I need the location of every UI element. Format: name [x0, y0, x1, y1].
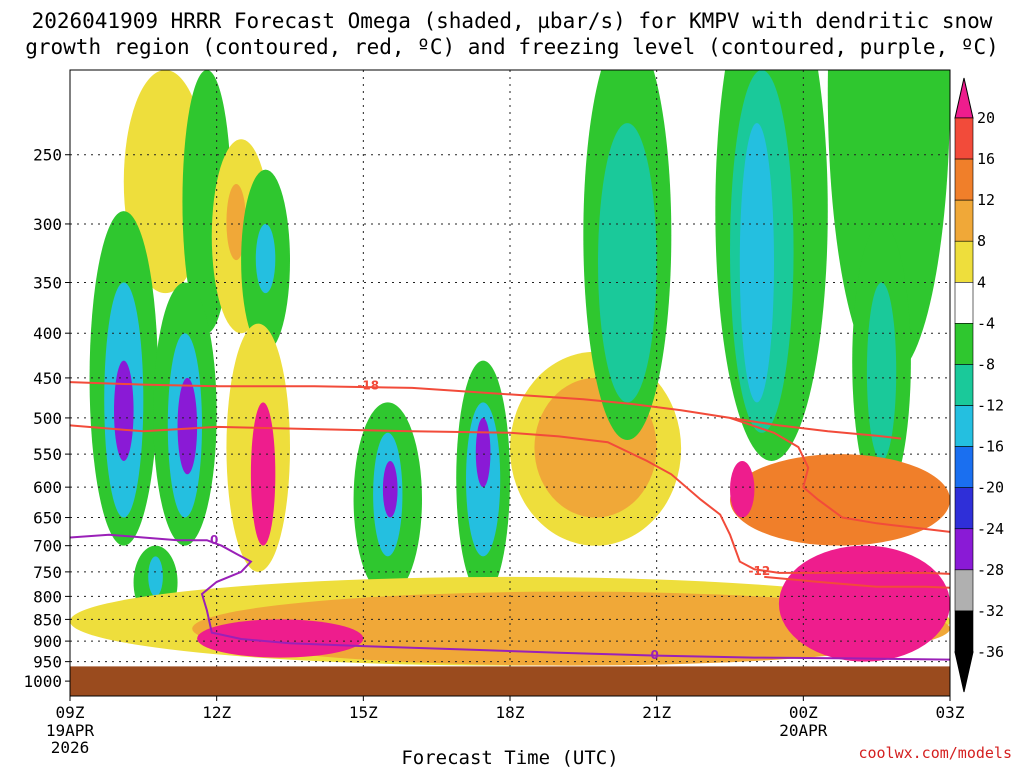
- colorbar-band-11: [954, 569, 974, 612]
- x-tick-sub1-0: 19APR: [46, 721, 95, 740]
- omega-region-37: [730, 460, 755, 518]
- colorbar-band-0: [954, 117, 974, 160]
- omega-region-13: [148, 556, 163, 597]
- y-tick-label-950: 950: [33, 653, 62, 672]
- x-tick-label-4: 21Z: [642, 703, 671, 722]
- colorbar-label-11: -28: [977, 561, 1004, 579]
- colorbar-band-1: [954, 158, 974, 201]
- omega-region-28: [739, 123, 775, 403]
- colorbar-label-4: 4: [977, 273, 986, 291]
- contour-lines: -18 0 -12 0: [70, 378, 950, 662]
- x-tick-label-0: 09Z: [56, 703, 85, 722]
- x-tick-label-6: 03Z: [936, 703, 965, 722]
- y-tick-label-400: 400: [33, 324, 62, 343]
- omega-region-31: [866, 282, 897, 461]
- y-axis-ticks: 250 300 350 400 450 500 550 600 650 700 750 800 850 9…: [23, 146, 70, 691]
- x-tick-label-1: 12Z: [202, 703, 231, 722]
- omega-region-8: [114, 360, 134, 461]
- colorbar-band-12: [954, 610, 974, 653]
- y-tick-label-900: 900: [33, 632, 62, 651]
- colorbar-label-7: -12: [977, 397, 1004, 415]
- colorbar-label-13: -36: [977, 643, 1004, 661]
- y-tick-label-1000: 1000: [23, 672, 62, 691]
- x-tick-label-3: 18Z: [496, 703, 525, 722]
- colorbar-band-6: [954, 364, 974, 406]
- colorbar-band-2: [954, 199, 974, 242]
- omega-region-25: [598, 123, 657, 403]
- contour-label-3: 0: [651, 648, 659, 662]
- credit-link[interactable]: coolwx.com/models: [858, 744, 1012, 762]
- y-tick-label-700: 700: [33, 537, 62, 556]
- colorbar-band-4: [954, 282, 974, 324]
- colorbar-label-6: -8: [977, 355, 995, 373]
- colorbar-label-8: -16: [977, 438, 1004, 456]
- colorbar-label-5: -4: [977, 314, 995, 332]
- freezing-level-contour: [70, 533, 950, 661]
- omega-region-34: [197, 619, 364, 658]
- y-tick-label-300: 300: [33, 215, 62, 234]
- colorbar-band-8: [954, 446, 974, 488]
- dgz-contour-1: [70, 424, 950, 575]
- omega-region-15: [250, 402, 276, 546]
- y-tick-label-600: 600: [33, 478, 62, 497]
- dgz-contour-2: [729, 416, 950, 533]
- colorbar-label-1: 16: [977, 150, 995, 168]
- colorbar-band-3: [954, 240, 974, 283]
- colorbar: 20 16 12 8 4 -4 -8 -12 -16 -20 -24 -28 -32 -36: [954, 77, 1004, 693]
- y-tick-label-650: 650: [33, 509, 62, 528]
- y-tick-label-250: 250: [33, 146, 62, 165]
- x-tick-label-5: 00Z: [789, 703, 818, 722]
- contour-label-2: -12: [748, 564, 770, 578]
- chart-title-line2: growth region (contoured, red, ºC) and f…: [25, 35, 999, 59]
- omega-region-36: [730, 454, 950, 546]
- y-tick-label-450: 450: [33, 369, 62, 388]
- colorbar-label-3: 8: [977, 232, 986, 250]
- colorbar-band-5: [954, 323, 974, 365]
- omega-region-3: [226, 183, 247, 261]
- colorbar-band-7: [954, 405, 974, 447]
- y-tick-label-850: 850: [33, 610, 62, 629]
- contour-label-0: -18: [357, 378, 379, 392]
- chart-title-line1: 2026041909 HRRR Forecast Omega (shaded, …: [32, 9, 993, 33]
- y-tick-label-800: 800: [33, 587, 62, 606]
- dgz-contour-0: [70, 381, 902, 440]
- omega-region-5: [255, 223, 276, 294]
- y-tick-label-500: 500: [33, 409, 62, 428]
- omega-region-35: [778, 545, 950, 662]
- colorbar-label-12: -32: [977, 602, 1004, 620]
- colorbar-bottom-arrow: [954, 651, 974, 693]
- colorbar-band-10: [954, 528, 974, 571]
- x-tick-sub2-0: 2026: [51, 738, 90, 757]
- omega-region-18: [382, 460, 398, 518]
- y-tick-label-750: 750: [33, 563, 62, 582]
- colorbar-band-9: [954, 487, 974, 530]
- colorbar-label-0: 20: [977, 109, 995, 127]
- colorbar-label-2: 12: [977, 191, 995, 209]
- plot-area: -18 0 -12 0: [70, 70, 950, 696]
- omega-shading: [70, 70, 950, 666]
- ground-below-surface: [70, 666, 950, 696]
- x-tick-sub1-5: 20APR: [779, 721, 828, 740]
- contour-label-1: 0: [210, 533, 218, 547]
- y-tick-label-550: 550: [33, 445, 62, 464]
- x-axis-title: Forecast Time (UTC): [401, 747, 618, 768]
- dgz-contour-3: [764, 575, 950, 589]
- y-tick-label-350: 350: [33, 273, 62, 292]
- x-tick-label-2: 15Z: [349, 703, 378, 722]
- omega-region-21: [475, 417, 491, 488]
- colorbar-label-9: -20: [977, 479, 1004, 497]
- colorbar-label-10: -24: [977, 520, 1004, 538]
- omega-region-11: [177, 377, 198, 475]
